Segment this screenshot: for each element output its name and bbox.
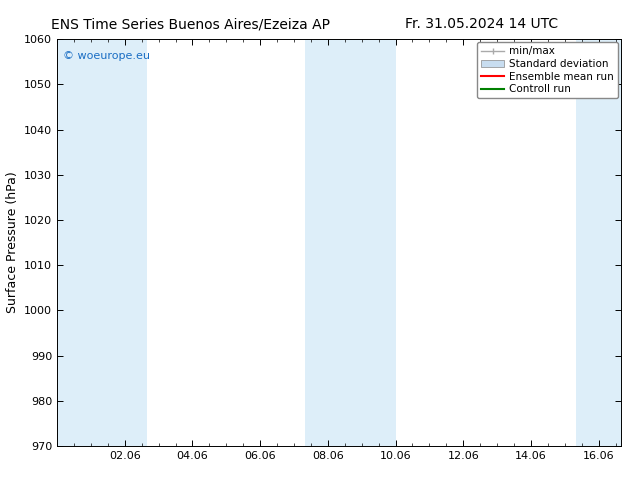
Bar — [57, 39, 148, 446]
Text: ENS Time Series Buenos Aires/Ezeiza AP: ENS Time Series Buenos Aires/Ezeiza AP — [51, 17, 330, 31]
Y-axis label: Surface Pressure (hPa): Surface Pressure (hPa) — [6, 172, 18, 314]
Bar — [576, 39, 621, 446]
Text: © woeurope.eu: © woeurope.eu — [63, 51, 150, 61]
Bar — [305, 39, 396, 446]
Text: Fr. 31.05.2024 14 UTC: Fr. 31.05.2024 14 UTC — [405, 17, 559, 31]
Legend: min/max, Standard deviation, Ensemble mean run, Controll run: min/max, Standard deviation, Ensemble me… — [477, 42, 618, 98]
